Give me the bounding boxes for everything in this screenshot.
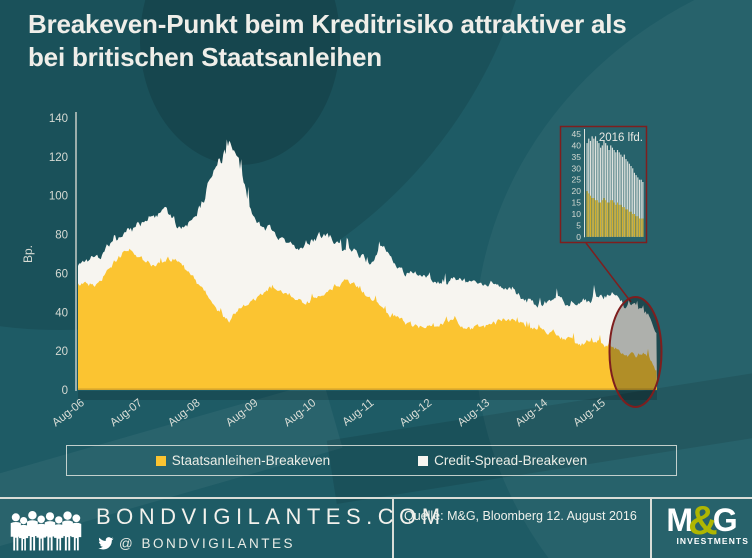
y-axis-tick-label: 60 [55,268,68,280]
footer-divider [0,497,752,499]
highlight-ellipse-2016 [608,296,663,408]
inset-y-tick-label: 10 [572,209,582,219]
x-axis-tick-label: Aug-15 [571,397,608,429]
inset-gilt-bars [586,191,644,237]
x-axis: Aug-06 Aug-07 Aug-08 Aug-09 Aug-10 Aug-11 Aug-… [50,397,608,430]
footer-vertical-divider-right [650,499,652,558]
inset-credit-bars [586,136,644,237]
inset-y-tick-label: 30 [572,163,582,173]
twitter-bird-icon [98,536,114,549]
x-axis-tick-label: Aug-10 [282,397,319,429]
y-axis-title: Bp. [21,245,35,263]
twitter-handle: @ BONDVIGILANTES [119,536,295,551]
source-attribution: Quelle: M&G, Bloomberg 12. August 2016 [404,509,637,523]
inset-y-tick-label: 20 [572,186,582,196]
x-axis-tick-label: Aug-11 [340,397,376,429]
x-axis-tick-label: Aug-14 [513,397,550,430]
x-axis-tick-label: Aug-07 [108,397,145,429]
chart-legend: Staatsanleihen-Breakeven Credit-Spread-B… [66,445,677,476]
y-axis-tick-label: 0 [62,385,68,397]
legend-entry-staatsanleihen: Staatsanleihen-Breakeven [155,453,331,468]
x-axis-tick-label: Aug-08 [166,397,203,429]
legend-swatch-yellow [155,455,166,466]
legend-entry-credit-spread: Credit-Spread-Breakeven [418,453,587,468]
y-axis-tick-label: 20 [55,346,68,358]
x-axis-tick-label: Aug-13 [456,397,493,429]
title-line-2: bei britischen Staatsanleihen [28,41,382,72]
y-axis-tick-label: 100 [49,191,68,203]
footer-vertical-divider-left [392,499,394,558]
y-axis-tick-label: 40 [55,307,68,319]
mg-letter-g: G [712,502,738,538]
inset-y-tick-label: 35 [572,152,582,162]
mg-investments-logo: M & G INVESTMENTS [652,497,752,546]
bondvigilantes-site-text: BONDVIGILANTES.COM [96,504,446,529]
inset-y-tick-label: 5 [576,220,581,230]
inset-y-tick-label: 15 [572,198,582,208]
bondvigilantes-people-logo-icon [10,511,82,551]
inset-title: 2016 lfd. [599,132,643,144]
mg-letters: M & G [652,497,752,543]
x-axis-tick-label: Aug-09 [224,397,261,429]
y-axis: 0 20 40 60 80 100 120 140 Bp. [21,112,77,397]
inset-y-tick-label: 0 [576,232,581,242]
inset-y-tick-label: 25 [572,175,582,185]
inset-y-tick-label: 45 [572,129,582,139]
y-axis-tick-label: 140 [49,113,68,125]
connector-line [585,242,632,303]
inset-y-tick-label: 40 [572,140,582,150]
mg-ampersand: & [688,497,718,543]
legend-label: Credit-Spread-Breakeven [434,453,588,468]
title-line-1: Breakeven-Punkt beim Kreditrisiko attrak… [28,9,627,39]
legend-swatch-white [418,455,429,466]
x-axis-tick-label: Aug-06 [50,397,87,429]
gilt-breakeven-area [78,248,657,390]
chart-areas [78,139,657,391]
y-axis-tick-label: 80 [55,230,68,242]
y-axis-tick-label: 120 [49,152,68,164]
mg-letter-m: M [666,502,694,538]
legend-label: Staatsanleihen-Breakeven [171,453,331,468]
page-title: Breakeven-Punkt beim Kreditrisiko attrak… [28,8,734,73]
twitter-row: @ BONDVIGILANTES [98,536,295,551]
mg-investments-text: INVESTMENTS [676,536,749,546]
x-axis-tick-label: Aug-12 [398,397,435,429]
